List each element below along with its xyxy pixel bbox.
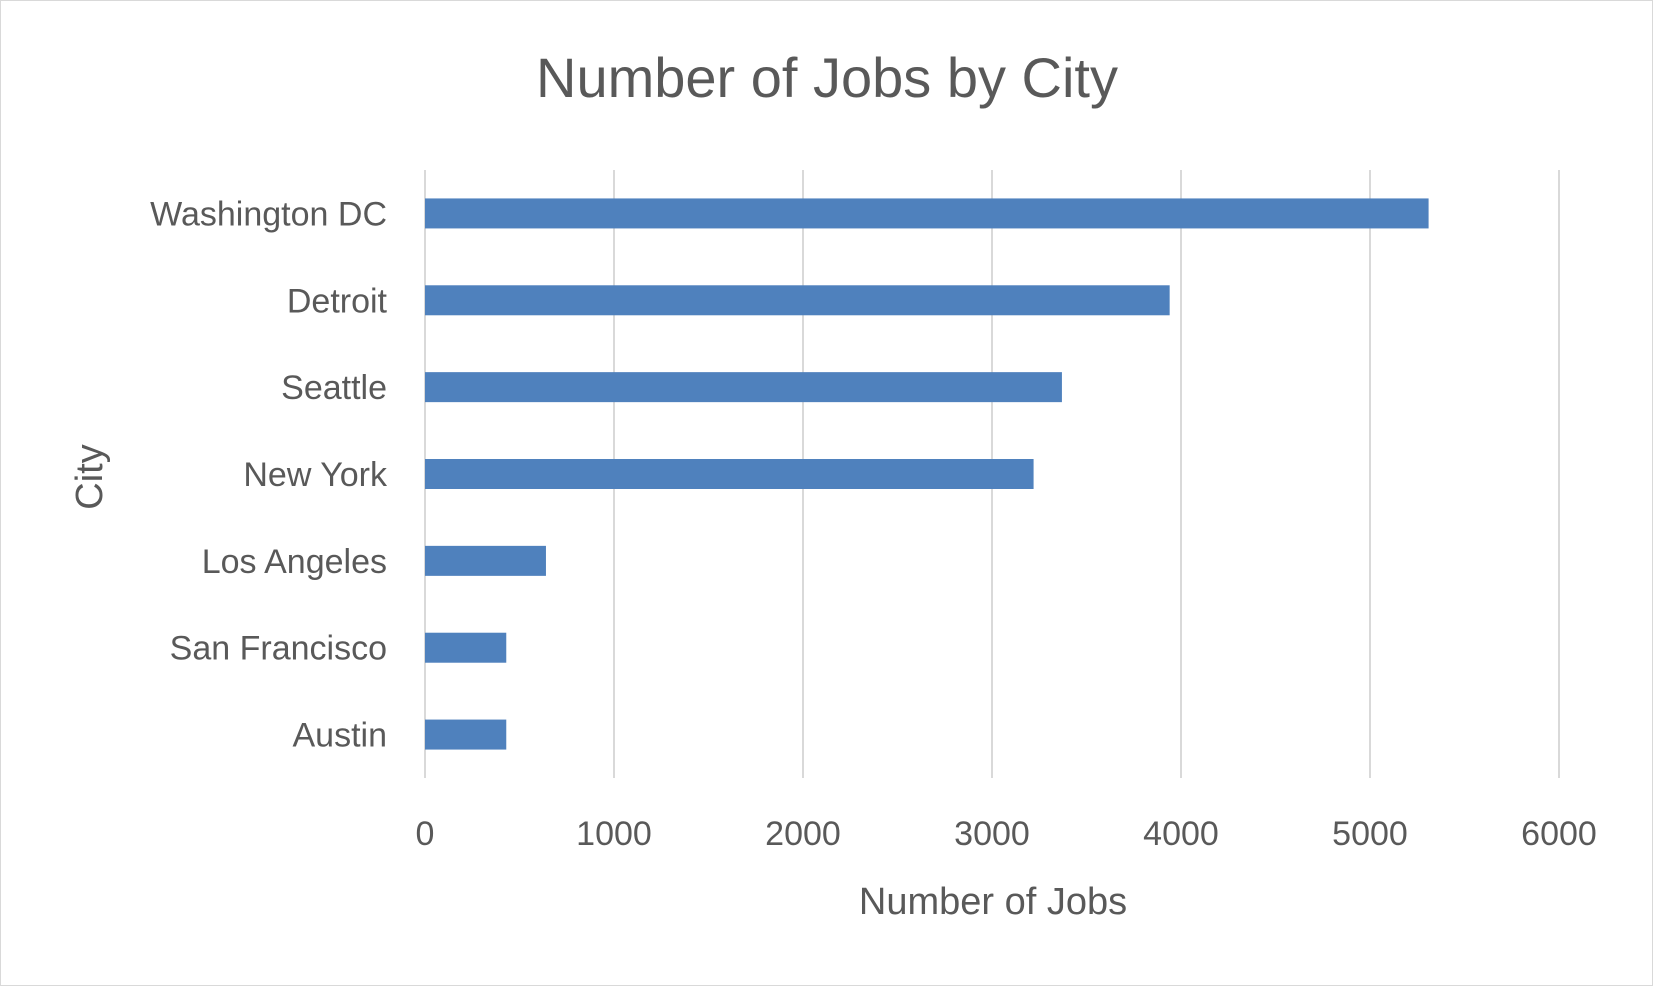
x-tick-label: 1000	[576, 815, 652, 853]
category-label: New York	[243, 456, 388, 494]
bars	[425, 198, 1429, 750]
bar-detroit	[425, 285, 1170, 316]
bar-washington-dc	[425, 198, 1429, 229]
bar-austin	[425, 719, 507, 750]
bar-new-york	[425, 459, 1034, 489]
bar-san-francisco	[425, 632, 507, 663]
x-tick-label: 6000	[1521, 815, 1597, 853]
bar-los-angeles	[425, 545, 546, 576]
category-labels: Washington DC Detroit Seattle New York Los A…	[150, 195, 388, 754]
x-tick-label: 2000	[765, 815, 841, 853]
x-tick-label: 5000	[1332, 815, 1408, 853]
x-tick-label: 3000	[954, 815, 1030, 853]
category-label: Seattle	[281, 369, 387, 407]
category-label: San Francisco	[170, 630, 387, 668]
x-tick-label: 4000	[1143, 815, 1219, 853]
category-label: Detroit	[287, 282, 388, 320]
category-label: Washington DC	[150, 195, 387, 233]
gridlines	[424, 170, 1560, 778]
category-label: Austin	[293, 717, 388, 755]
bar-seattle	[425, 372, 1062, 403]
x-axis-title: Number of Jobs	[859, 881, 1127, 923]
chart-title: Number of Jobs by City	[536, 46, 1118, 109]
x-tick-labels: 0 1000 2000 3000 4000 5000 6000	[416, 815, 1597, 853]
category-label: Los Angeles	[202, 543, 387, 581]
y-axis-title: City	[69, 444, 111, 509]
x-tick-label: 0	[416, 815, 435, 853]
